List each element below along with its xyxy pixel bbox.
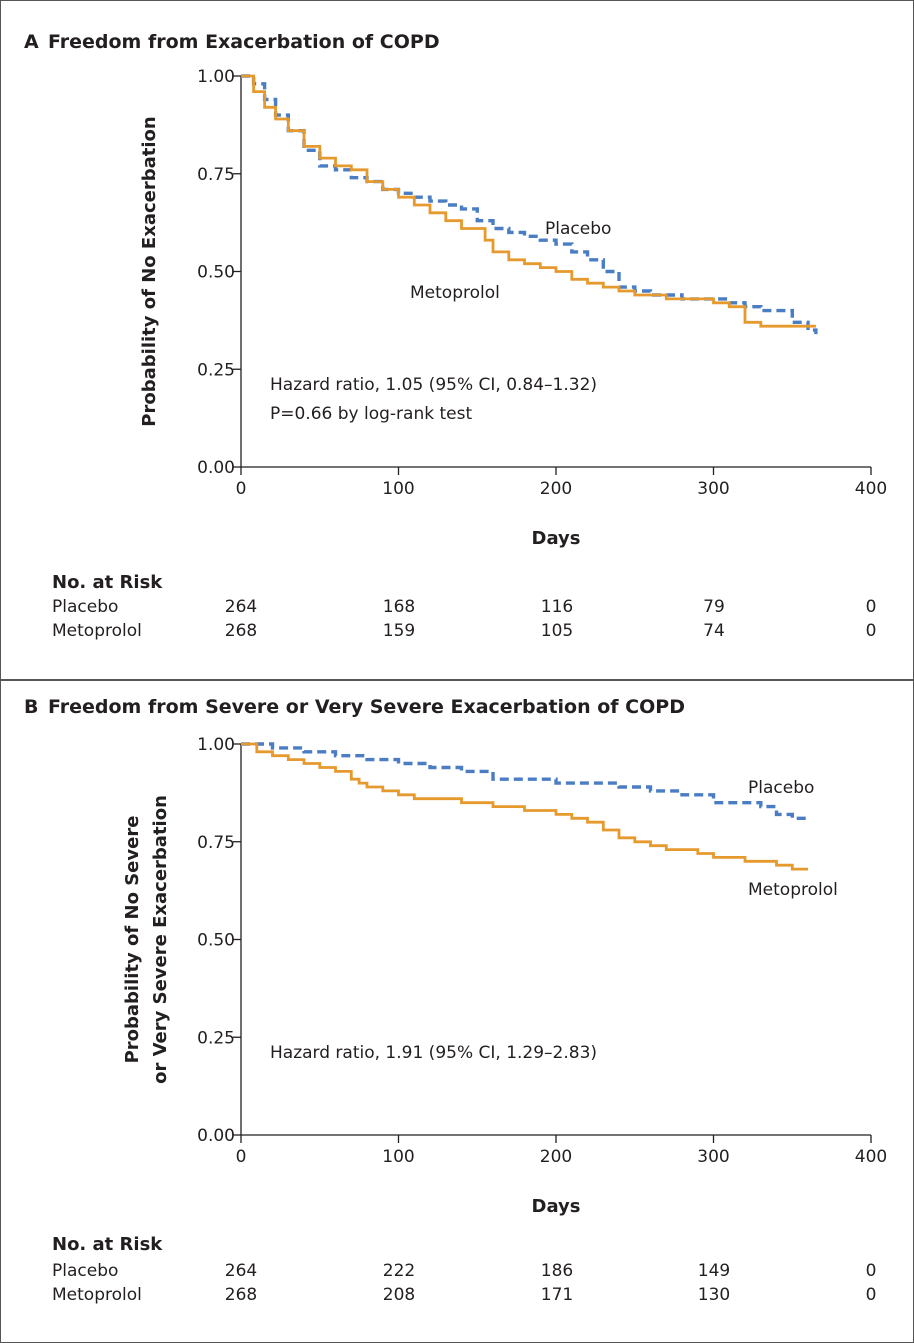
risk-cell: 79	[703, 597, 725, 617]
risk-row-label: Metoprolol	[52, 621, 142, 641]
placebo-series-label: Placebo	[748, 778, 814, 798]
y-axis-label: Probability of No Severe	[122, 816, 143, 1064]
risk-row-label: Metoprolol	[52, 1285, 142, 1305]
panel-a-letter: A	[24, 31, 39, 53]
y-tick-label: 0.75	[197, 165, 235, 185]
risk-cell: 0	[866, 1285, 877, 1305]
placebo-curve	[241, 74, 818, 335]
panel-b-letter: B	[24, 696, 38, 718]
risk-cell: 130	[698, 1285, 730, 1305]
x-tick-label: 400	[855, 1147, 887, 1167]
risk-cell: 0	[866, 621, 877, 641]
annotation: P=0.66 by log-rank test	[270, 404, 472, 424]
x-tick-label: 200	[540, 1147, 572, 1167]
risk-table-heading: No. at Risk	[52, 572, 163, 593]
risk-cell: 264	[225, 1261, 257, 1281]
risk-cell: 168	[383, 597, 415, 617]
risk-cell: 0	[866, 597, 877, 617]
risk-row-label: Placebo	[52, 597, 118, 617]
x-tick-label: 400	[855, 479, 887, 499]
risk-row-label: Placebo	[52, 1261, 118, 1281]
y-axis-label: or Very Severe Exacerbation	[150, 795, 171, 1084]
metoprolol-series-label: Metoprolol	[748, 880, 838, 900]
risk-cell: 116	[541, 597, 573, 617]
metoprolol-curve	[241, 742, 808, 871]
panel-a-title: Freedom from Exacerbation of COPD	[48, 31, 440, 53]
risk-table-heading: No. at Risk	[52, 1234, 163, 1255]
x-tick-label: 0	[236, 479, 247, 499]
risk-cell: 74	[703, 621, 725, 641]
y-tick-label: 1.00	[197, 735, 235, 755]
y-tick-label: 0.00	[197, 458, 235, 478]
y-axis-label: Probability of No Exacerbation	[139, 116, 160, 426]
y-tick-label: 0.75	[197, 833, 235, 853]
panel-divider	[0, 679, 914, 681]
risk-cell: 0	[866, 1261, 877, 1281]
y-tick-label: 0.50	[197, 931, 235, 951]
risk-cell: 222	[383, 1261, 415, 1281]
x-axis-label: Days	[532, 1196, 581, 1217]
risk-cell: 208	[383, 1285, 415, 1305]
annotation: Hazard ratio, 1.05 (95% CI, 0.84–1.32)	[270, 375, 597, 395]
risk-cell: 264	[225, 597, 257, 617]
risk-cell: 171	[541, 1285, 573, 1305]
risk-cell: 105	[541, 621, 573, 641]
panel-b-title: Freedom from Severe or Very Severe Exace…	[48, 696, 685, 718]
x-tick-label: 300	[697, 1147, 729, 1167]
risk-cell: 159	[383, 621, 415, 641]
risk-cell: 268	[225, 1285, 257, 1305]
y-tick-label: 1.00	[197, 67, 235, 87]
x-tick-label: 100	[382, 1147, 414, 1167]
risk-cell: 149	[698, 1261, 730, 1281]
panel-b-plot: 0.00 0.25 0.50 0.75 1.00 0 100 200 300 400 Days Pro…	[52, 735, 887, 1305]
x-tick-label: 300	[697, 479, 729, 499]
y-tick-label: 0.50	[197, 263, 235, 283]
y-tick-label: 0.25	[197, 360, 235, 380]
placebo-curve	[241, 742, 808, 820]
y-tick-label: 0.25	[197, 1028, 235, 1048]
risk-cell: 268	[225, 621, 257, 641]
placebo-series-label: Placebo	[545, 219, 611, 239]
risk-cell: 186	[541, 1261, 573, 1281]
y-tick-label: 0.00	[197, 1126, 235, 1146]
x-tick-label: 200	[540, 479, 572, 499]
annotation: Hazard ratio, 1.91 (95% CI, 1.29–2.83)	[270, 1043, 597, 1063]
metoprolol-curve	[241, 74, 816, 328]
x-tick-label: 0	[236, 1147, 247, 1167]
metoprolol-series-label: Metoprolol	[410, 283, 500, 303]
x-axis-label: Days	[532, 528, 581, 549]
x-tick-label: 100	[382, 479, 414, 499]
panel-a-plot: 0.00 0.25 0.50 0.75 1.00 0 100 200 300 400 Days Pro…	[52, 67, 887, 641]
